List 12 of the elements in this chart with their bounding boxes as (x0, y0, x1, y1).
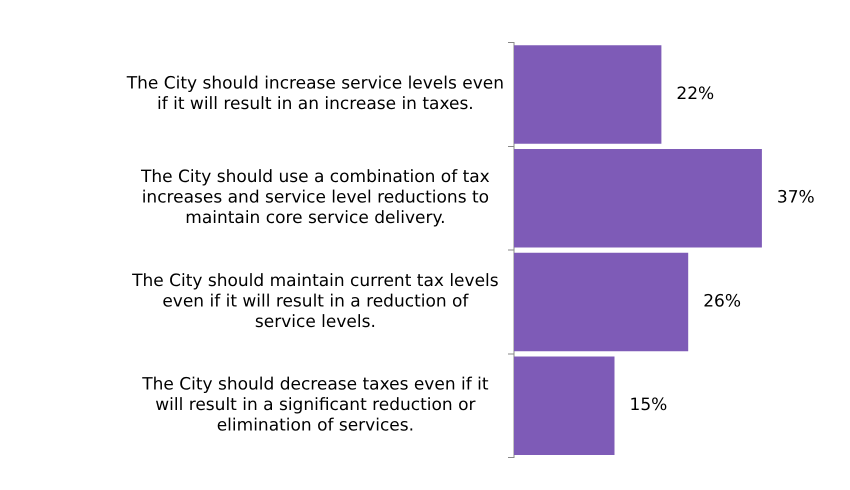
y-tick-label: The City should decrease taxes even if it will result in a significant reduction or elimination of services. (141, 374, 489, 436)
y-tick-label: The City should maintain current tax levels even if it will result in a reduction of service levels. (131, 270, 499, 332)
bar (514, 356, 614, 456)
bar (514, 148, 762, 248)
y-tick-label: The City should increase service levels even if it will result in an increase in taxes. (126, 74, 504, 114)
bar (514, 45, 662, 144)
y-tick-label: The City should use a combination of tax increases and service level reductions to maintain core service delivery. (140, 167, 490, 228)
data-label: 15% (630, 395, 668, 416)
data-label: 37% (776, 188, 815, 208)
data-label: 22% (676, 84, 714, 104)
data-label: 26% (703, 291, 741, 312)
bar (514, 252, 688, 352)
